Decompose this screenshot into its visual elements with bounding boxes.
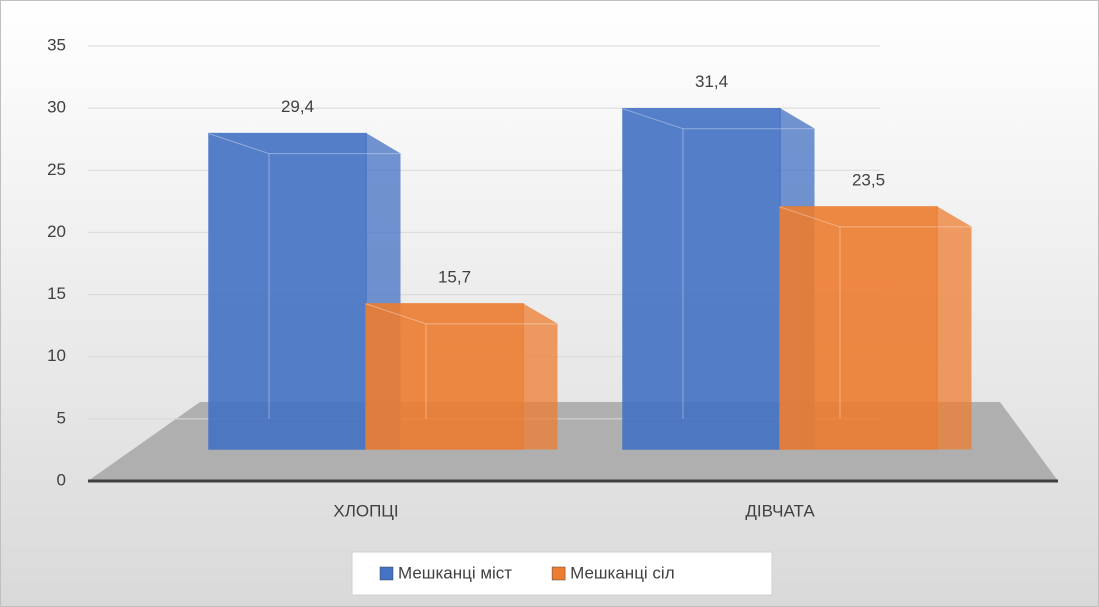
bar-side [522,302,558,450]
bar-side [936,206,972,450]
y-tick-label: 15 [47,284,66,303]
bar-front [779,206,938,450]
legend-swatch [379,566,394,581]
y-tick-label: 20 [47,222,66,241]
y-tick-label: 25 [47,160,66,179]
bar-front [365,303,524,450]
y-tick-label: 5 [57,408,66,427]
y-tick-label: 10 [47,346,66,365]
bar [208,132,401,450]
bar-front [208,132,367,450]
bar [365,302,558,450]
bar [779,206,972,450]
value-label: 23,5 [852,170,885,189]
y-tick-label: 0 [57,470,66,489]
legend-swatch [551,566,566,581]
bar-inner-edge [779,206,971,228]
bar-inner-edge [622,108,814,130]
value-label: 15,7 [438,267,471,286]
value-label: 29,4 [281,97,314,116]
y-tick-label: 35 [47,35,66,54]
legend-label: Мешканці сіл [570,563,675,582]
bar-inner-edge [208,133,400,155]
value-label: 31,4 [695,72,728,91]
legend-label: Мешканці міст [398,563,512,582]
x-tick-label: ДІВЧАТА [745,501,815,520]
bar-inner-edge [365,303,557,325]
x-tick-label: ХЛОПЦІ [333,501,398,520]
y-tick-label: 30 [47,98,66,117]
bar-front [622,107,781,450]
